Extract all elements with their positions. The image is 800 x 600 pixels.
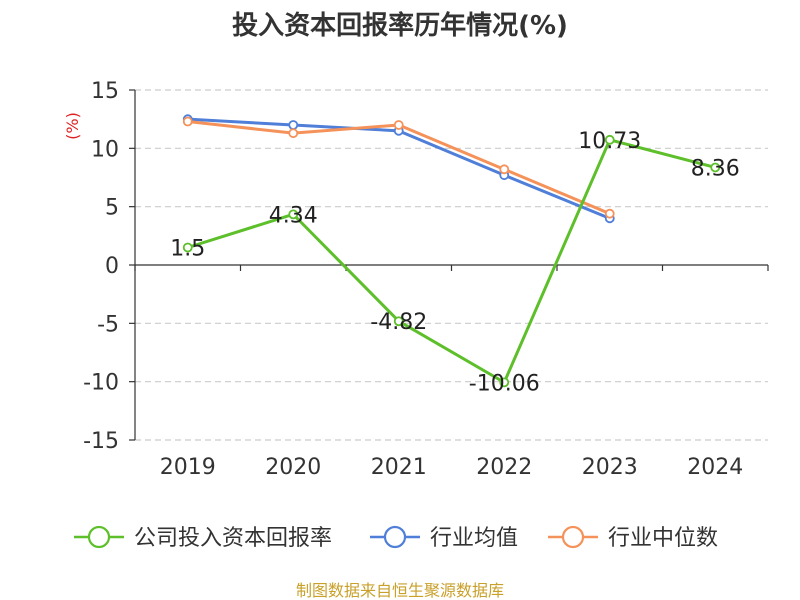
data-point [604,208,615,219]
data-point [288,209,299,220]
legend-label: 行业中位数 [608,526,718,551]
data-point [710,162,721,173]
data-label: -4.82 [370,310,427,335]
data-labels: 1.5 4.34 -4.82 -10.06 10.73 8.36 [170,129,739,397]
y-tick-label: 5 [105,196,119,221]
data-point [499,377,510,388]
y-tick-label: -15 [83,429,119,454]
legend-label: 公司投入资本回报率 [134,526,332,551]
y-tick-label: -5 [97,312,119,337]
x-tick-label: 2021 [371,455,427,480]
data-point [288,128,299,139]
series-layer [182,114,721,388]
grid [135,89,768,441]
y-tick-label: 10 [91,137,119,162]
legend-label: 行业均值 [430,526,518,551]
series-line [187,138,716,384]
data-point [288,120,299,130]
data-point [393,120,404,130]
data-label: -10.06 [469,371,540,396]
y-tick-label: 0 [105,254,119,279]
chart-title: 投入资本回报率历年情况(%) [232,10,568,41]
data-label: 1.5 [170,237,205,262]
data-point [499,164,510,175]
source-note: 制图数据来自恒生聚源数据库 [296,581,504,600]
axes: 15 10 5 0 -5 -10 -15 2019 2020 2021 2022 2023 2024 [83,79,769,480]
data-label: 10.73 [578,129,641,154]
x-tick-label: 2023 [582,455,638,480]
data-point [393,316,404,327]
data-label: 8.36 [691,156,740,181]
legend: 公司投入资本回报率 行业均值 行业中位数 [74,525,718,551]
legend-marker [87,525,111,549]
y-tick-label: 15 [91,79,119,104]
data-point [604,134,615,145]
legend-marker [561,525,585,549]
x-tick-label: 2024 [687,455,743,480]
y-tick-label: -10 [83,371,119,396]
x-tick-label: 2019 [160,455,216,480]
y-axis-label: (%) [63,112,82,140]
data-point [182,116,193,127]
data-point [182,242,193,253]
data-label: 4.34 [269,203,318,228]
x-tick-label: 2020 [265,455,321,480]
x-tick-label: 2022 [476,455,532,480]
legend-marker [383,525,407,549]
